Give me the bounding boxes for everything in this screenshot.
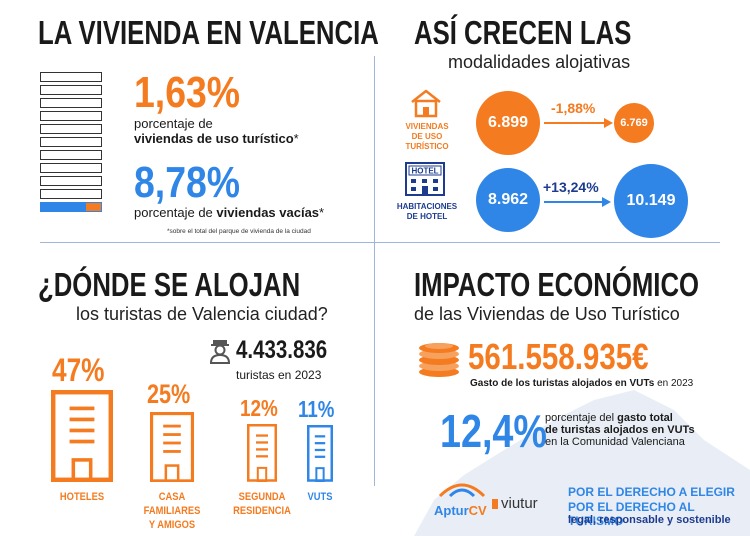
vut-arrow-head xyxy=(604,118,613,128)
building-label-line-1: HOTELES xyxy=(59,491,105,503)
spend-share-label-2: de turistas alojados en VUTs xyxy=(545,424,695,436)
building-percentage: 12% xyxy=(240,395,278,422)
spend-share-label-3: en la Comunidad Valenciana xyxy=(545,436,685,448)
vut-percentage: 1,63% xyxy=(134,68,241,117)
section-title-impact: IMPACTO ECONÓMICO xyxy=(414,266,700,303)
horizontal-divider xyxy=(40,242,720,243)
vacant-percentage: 8,78% xyxy=(134,158,241,207)
building-percentage: 11% xyxy=(298,396,335,423)
section-title-growth: ASÍ CRECEN LAS xyxy=(414,14,632,51)
viutur-logo: viutur xyxy=(492,495,538,512)
section-subtitle-impact: de las Viviendas de Uso Turístico xyxy=(414,304,680,324)
tourists-total: 4.433.836 xyxy=(236,336,328,364)
tourist-icon xyxy=(209,340,231,364)
section-title-housing: LA VIVIENDA EN VALENCIA xyxy=(38,14,379,51)
vut-category-label: VIVIENDAS DE USO TURÍSTICO xyxy=(405,122,449,151)
building-icon xyxy=(51,390,113,482)
slogan-line-1: POR EL DERECHO A ELEGIR xyxy=(568,485,735,499)
house-icon xyxy=(411,89,441,118)
building-label: VUTS xyxy=(278,490,363,504)
hotel-circle-from: 8.962 xyxy=(476,168,540,232)
vut-change: -1,88% xyxy=(551,100,596,116)
vut-arrow xyxy=(544,122,606,124)
footnote: *sobre el total del parque de vivienda d… xyxy=(167,228,311,235)
building-percentage: 25% xyxy=(146,379,191,410)
tourist-spend: 561.558.935€ xyxy=(468,336,649,377)
building-label: SEGUNDA RESIDENCIA xyxy=(220,490,305,518)
building-label-line-1: SEGUNDA xyxy=(238,491,286,503)
vut-circle-from: 6.899 xyxy=(476,91,540,155)
section-title-where: ¿DÓNDE SE ALOJAN xyxy=(38,266,301,303)
slogan-line-3: legal, responsable y sostenible xyxy=(568,514,731,526)
building-label-line-2: RESIDENCIA xyxy=(233,505,291,517)
housing-stack-icon xyxy=(40,72,102,215)
slogan-line-2: POR EL DERECHO AL TURISMO xyxy=(568,500,695,528)
vut-percentage-label-bold: viviendas de uso turístico* xyxy=(134,131,299,146)
spend-share: 12,4% xyxy=(440,405,547,457)
vacant-percentage-label: porcentaje de viviendas vacías* xyxy=(134,205,325,220)
spend-share-label-1: porcentaje del gasto total xyxy=(545,412,673,424)
hotel-change: +13,24% xyxy=(543,179,599,195)
vut-circle-to: 6.769 xyxy=(614,103,654,143)
building-icon xyxy=(247,424,277,482)
building-icon xyxy=(150,411,194,482)
map-background xyxy=(414,390,750,536)
vertical-divider xyxy=(374,56,375,486)
coins-icon xyxy=(419,343,459,377)
building-label-line-2: Y AMIGOS xyxy=(148,519,196,531)
building-label-line-1: VUTS xyxy=(307,491,333,503)
building-icon xyxy=(307,425,333,482)
section-subtitle-where: los turistas de Valencia ciudad? xyxy=(76,304,328,324)
building-label-line-1: CASA FAMILIARES xyxy=(143,491,201,517)
tourists-desc: turistas en 2023 xyxy=(236,368,322,382)
svg-text:HOTEL: HOTEL xyxy=(411,167,438,176)
vut-percentage-label: porcentaje de xyxy=(134,116,213,131)
hotel-arrow xyxy=(544,201,604,203)
hotel-circle-to: 10.149 xyxy=(614,164,688,238)
hotel-category-label: HABITACIONES DE HOTEL xyxy=(396,202,458,221)
section-subtitle-growth: modalidades alojativas xyxy=(448,52,631,72)
tourist-spend-label: Gasto de los turistas alojados en VUTs e… xyxy=(470,378,694,389)
building-percentage: 47% xyxy=(51,352,105,388)
building-label: CASA FAMILIARES Y AMIGOS xyxy=(130,490,215,532)
hotel-arrow-head xyxy=(602,197,611,207)
aptur-logo: ApturCV xyxy=(434,478,490,518)
building-label: HOTELES xyxy=(40,490,125,504)
hotel-icon: HOTEL xyxy=(405,162,445,196)
aptur-logo-mark xyxy=(438,483,486,498)
